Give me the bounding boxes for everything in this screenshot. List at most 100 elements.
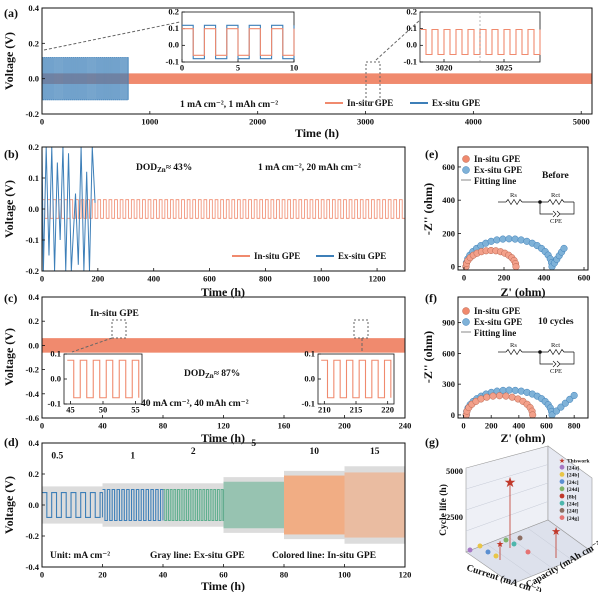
y-tick-label: 0.0 xyxy=(304,373,315,383)
legend-label: [24c] xyxy=(567,480,579,486)
inset-insitu-trace xyxy=(182,28,295,56)
panel-f-legend-insitu: In-situ GPE xyxy=(474,306,520,316)
panel-f-cpe: CPE xyxy=(550,368,562,375)
panel-f-legend-exsitu: Ex-situ GPE xyxy=(474,317,522,327)
panel-f-legend-fit: Fitting line xyxy=(474,328,516,338)
grid-line xyxy=(465,482,549,511)
y-tick-label: 0.1 xyxy=(406,23,417,33)
exsitu-trace-a xyxy=(42,57,129,101)
insitu-point xyxy=(512,263,520,271)
x-tick-label: 0 xyxy=(462,273,466,283)
x-tick-label: 200 xyxy=(485,421,498,431)
x-tick-label: 1000 xyxy=(313,274,330,284)
insitu-trace-d xyxy=(102,488,164,522)
rate-label: 15 xyxy=(370,447,380,457)
y-tick-label: -0.2 xyxy=(26,109,39,119)
exsitu-point xyxy=(505,235,513,243)
panel-c-xlabel: Time (h) xyxy=(201,431,245,445)
y-tick-label: 0.4 xyxy=(28,438,39,448)
exsitu-point xyxy=(552,407,561,415)
exsitu-trace-b xyxy=(42,147,96,271)
y-tick-label: 300 xyxy=(442,379,455,389)
y-tick-label: -0.1 xyxy=(48,398,61,408)
panel-d-colored-note: Colored line: In-situ GPE xyxy=(272,551,376,561)
y-tick-label: -0.1 xyxy=(404,56,417,66)
grid-line xyxy=(465,501,549,532)
legend-dot xyxy=(559,472,565,477)
x-tick-label: 800 xyxy=(568,421,581,431)
exsitu-point xyxy=(570,391,578,399)
y-tick-label: 0.1 xyxy=(304,348,315,358)
rate-label: 1 xyxy=(130,452,135,462)
insitu-band-d xyxy=(344,472,405,538)
panel-b-legend-insitu: In-situ GPE xyxy=(254,251,300,261)
x-tick-label: 120 xyxy=(399,570,412,580)
y-tick-label: 0.0 xyxy=(28,340,39,350)
exsitu-band xyxy=(42,486,103,524)
panel-g-point xyxy=(493,553,499,559)
y-tick-label: 0.2 xyxy=(28,469,39,479)
insitu-band-d xyxy=(223,481,284,529)
x-tick-label: 240 xyxy=(399,421,412,431)
exsitu-point xyxy=(561,399,569,407)
panel-g-point xyxy=(525,549,531,555)
panel-c-label: In-situ GPE xyxy=(90,309,139,319)
panel-c-condition: 40 mA cm⁻², 40 mAh cm⁻² xyxy=(141,399,249,409)
y-tick-label: 0.0 xyxy=(28,74,39,84)
rate-label: 10 xyxy=(310,447,320,457)
x-tick-label: 0 xyxy=(40,117,44,127)
legend-label: [24a] xyxy=(567,466,579,472)
insitu-point xyxy=(529,411,537,419)
x-tick-label: 80 xyxy=(280,570,289,580)
panel-g-star-2: ★ xyxy=(551,526,561,538)
legend-dot xyxy=(559,493,565,499)
x-tick-label: 120 xyxy=(217,421,230,431)
x-tick-label: 1200 xyxy=(369,274,386,284)
panel-e-legend-fit: Fitting line xyxy=(474,176,516,186)
panel-g-ylabel: Cycle life (h) xyxy=(438,484,449,536)
x-tick-label: 600 xyxy=(540,421,553,431)
exsitu-point xyxy=(499,235,507,243)
legend-label: [24b] xyxy=(567,473,579,479)
panel-a-legend-insitu: In-situ GPE xyxy=(347,98,393,108)
panel-e-xlabel: Z' (ohm) xyxy=(501,285,546,299)
legend-label: [24g] xyxy=(567,516,579,522)
panel-g-point xyxy=(503,537,509,543)
exsitu-point xyxy=(517,387,525,395)
y-tick-label: -0.1 xyxy=(26,235,39,245)
x-tick-label: 400 xyxy=(147,274,160,284)
x-tick-label: 400 xyxy=(538,273,551,283)
panel-label-d: (d) xyxy=(4,435,19,449)
x-tick-label: 40 xyxy=(159,570,168,580)
x-tick-label: 200 xyxy=(91,274,104,284)
y-tick-label: -0.2 xyxy=(26,531,39,541)
panel-b-legend-exsitu: Ex-situ GPE xyxy=(338,251,386,261)
exsitu-point xyxy=(517,236,525,244)
panel-e-circuit: Rs Rct CPE xyxy=(498,192,575,225)
y-tick-label: 0.2 xyxy=(28,142,39,152)
x-tick-label: 3020 xyxy=(436,63,453,73)
y-tick-label: 0.4 xyxy=(28,292,39,302)
y-tick-label: 200 xyxy=(442,228,455,238)
panel-b-condition: 1 mA cm⁻², 20 mAh cm⁻² xyxy=(258,163,361,173)
x-tick-label: 45 xyxy=(66,405,75,415)
exsitu-point xyxy=(511,386,519,394)
x-tick-label: 600 xyxy=(203,274,216,284)
panel-b-xlabel: Time (h) xyxy=(201,285,245,299)
x-tick-label: 10 xyxy=(290,63,299,73)
y-tick-label: 0.1 xyxy=(28,173,39,183)
panel-a: 0 1000 2000 3000 4000 5000 -0.2 0.0 0.2 0.4 Time … xyxy=(2,3,593,140)
inset-insitu-trace xyxy=(67,359,140,399)
panel-a-condition: 1 mA cm⁻², 1 mAh cm⁻² xyxy=(180,100,278,110)
legend-dot xyxy=(559,464,565,470)
y-tick-label: 0.2 xyxy=(28,38,39,48)
legend-label: [8b] xyxy=(567,494,577,500)
panel-g: 2500 5000 Cycle life (h) Current (mA cm⁻… xyxy=(438,445,598,592)
panel-label-g: (g) xyxy=(425,435,439,449)
y-tick-label: 0.4 xyxy=(28,3,39,13)
panel-g-star-thiswork: ★ xyxy=(504,476,517,491)
x-tick-label: 20 xyxy=(98,570,107,580)
insitu-band-d xyxy=(284,475,345,535)
x-tick-label: 50 xyxy=(99,405,108,415)
